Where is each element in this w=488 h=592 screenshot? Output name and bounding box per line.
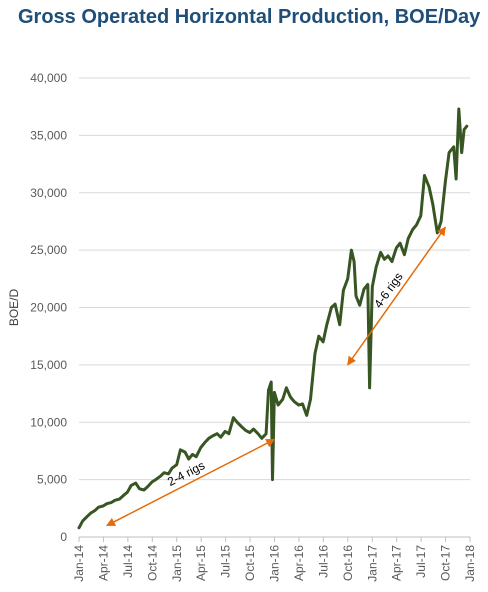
x-tick-label: Apr-14 — [96, 545, 110, 581]
y-tick-label: 35,000 — [30, 128, 67, 142]
annotation-arrow — [347, 226, 446, 366]
x-tick-label: Jan-18 — [463, 545, 477, 582]
y-axis-title: BOE/D — [7, 288, 21, 326]
y-tick-label: 25,000 — [30, 243, 67, 257]
x-tick-label: Jan-14 — [72, 545, 86, 582]
x-tick-label: Jul-17 — [414, 545, 428, 578]
chart-title: Gross Operated Horizontal Production, BO… — [18, 6, 481, 28]
series-layer — [77, 107, 469, 530]
y-tick-label: 30,000 — [30, 186, 67, 200]
x-axis: Jan-14 Apr-14 Jul-14 Oct-14 Jan-15 Apr-15 Jul-… — [72, 536, 477, 582]
x-tick-label: Jan-15 — [170, 545, 184, 582]
x-tick-label: Jan-17 — [365, 545, 379, 582]
x-tick-label: Oct-14 — [145, 545, 159, 581]
y-tick-label: 15,000 — [30, 358, 67, 372]
x-tick-label: Apr-15 — [194, 545, 208, 581]
series-line — [77, 107, 469, 530]
x-tick-label: Apr-17 — [390, 545, 404, 581]
y-axis: 0 5,000 10,000 15,000 20,000 25,000 30,000 35,0… — [30, 71, 67, 544]
x-tick-label: Oct-17 — [439, 545, 453, 581]
y-tick-label: 10,000 — [30, 415, 67, 429]
x-tick-label: Jul-16 — [316, 545, 330, 578]
annotation-arrow — [106, 438, 276, 527]
y-tick-label: 40,000 — [30, 71, 67, 85]
y-tick-label: 5,000 — [37, 473, 67, 487]
x-tick-label: Jan-16 — [268, 545, 282, 582]
x-tick-label: Jul-15 — [219, 545, 233, 578]
y-tick-label: 20,000 — [30, 301, 67, 315]
x-tick-label: Oct-16 — [341, 545, 355, 581]
x-tick-label: Apr-16 — [292, 545, 306, 581]
y-tick-label: 0 — [60, 530, 67, 544]
x-tick-label: Jul-14 — [121, 545, 135, 578]
x-tick-label: Oct-15 — [243, 545, 257, 581]
